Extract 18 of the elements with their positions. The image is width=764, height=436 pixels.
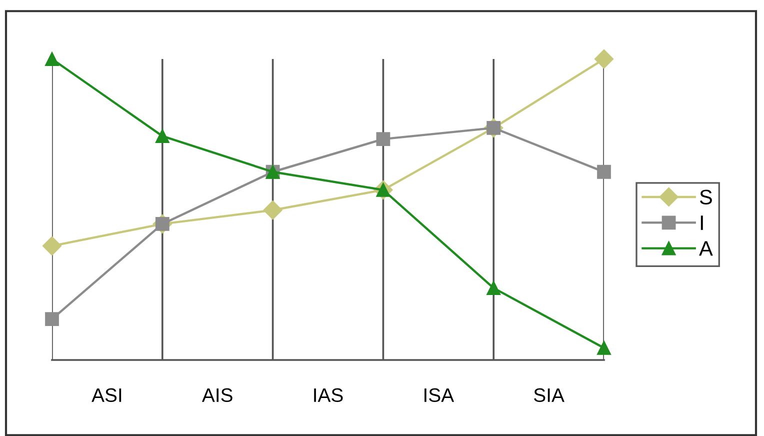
point [594, 49, 614, 69]
legend-label: I [700, 216, 703, 230]
point [376, 132, 390, 146]
point [486, 281, 501, 296]
point [155, 129, 170, 143]
text: SIA [534, 388, 564, 402]
point [42, 236, 62, 256]
legend-label: S [700, 190, 712, 204]
point [45, 52, 59, 66]
text: IAS [314, 388, 343, 402]
point [45, 312, 59, 326]
point [263, 200, 282, 220]
legend-label: A [699, 241, 713, 256]
text: ISA [424, 388, 454, 402]
text: ASI [92, 388, 122, 402]
point [597, 164, 611, 179]
point [597, 341, 611, 355]
text: AIS [202, 388, 232, 402]
